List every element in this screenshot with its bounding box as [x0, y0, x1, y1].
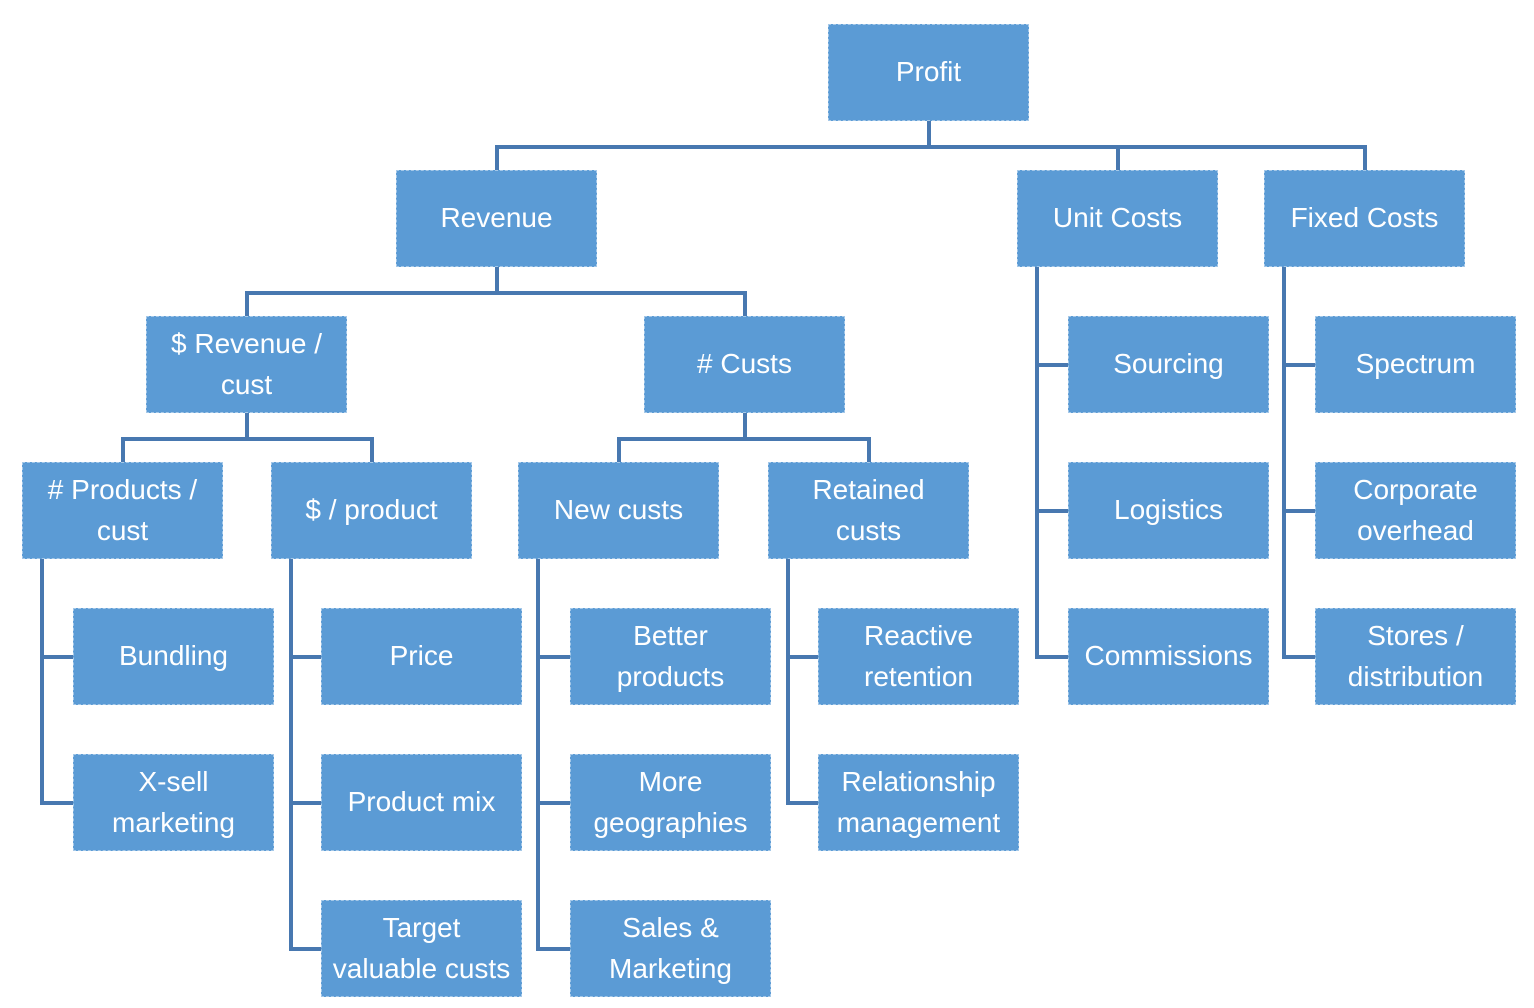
connector-line [40, 654, 73, 659]
connector-line [120, 437, 125, 462]
node-price: Price [321, 608, 522, 705]
node-label: Retained custs [812, 473, 925, 546]
node-label: More geographies [593, 765, 748, 838]
node-label: Relationship management [836, 765, 1001, 838]
connector-line [1035, 362, 1068, 367]
connector-line [1282, 362, 1315, 367]
node-label: Profit [895, 56, 962, 88]
connector-line [120, 437, 374, 441]
connector-line [786, 800, 818, 805]
node-target-valuable-custs: Target valuable custs [321, 900, 522, 997]
connector-line [926, 121, 931, 149]
node-label: # Products / cust [47, 473, 198, 546]
connector-line [536, 559, 540, 951]
connector-line [1282, 654, 1315, 659]
connector-line [244, 413, 249, 441]
connector-line [1035, 508, 1068, 513]
connector-line [244, 291, 747, 295]
connector-line [1035, 267, 1039, 659]
node-label: New custs [553, 494, 684, 526]
node-label: Price [389, 640, 454, 672]
node-revenue: Revenue [396, 170, 597, 267]
node-bundling: Bundling [73, 608, 274, 705]
connector-line [494, 145, 499, 170]
connector-line [40, 800, 73, 805]
node-more-geographies: More geographies [570, 754, 771, 851]
connector-line [536, 654, 570, 659]
connector-line [616, 437, 871, 441]
connector-line [1282, 508, 1315, 513]
node-logistics: Logistics [1068, 462, 1269, 559]
connector-line [742, 413, 747, 441]
node-dollar-per-product: $ / product [271, 462, 472, 559]
node-new-custs: New custs [518, 462, 719, 559]
node-commissions: Commissions [1068, 608, 1269, 705]
connector-line [1035, 654, 1068, 659]
connector-line [616, 437, 621, 462]
connector-line [494, 145, 1367, 149]
node-label: Corporate overhead [1353, 473, 1478, 546]
connector-line [866, 437, 871, 462]
connector-line [369, 437, 374, 462]
node-reactive-retention: Reactive retention [818, 608, 1019, 705]
connector-line [1282, 267, 1286, 659]
node-products-per-cust: # Products / cust [22, 462, 223, 559]
node-unit-costs: Unit Costs [1017, 170, 1218, 267]
node-x-sell-marketing: X-sell marketing [73, 754, 274, 851]
node-label: Revenue [440, 202, 553, 234]
connector-line [494, 267, 499, 295]
node-better-products: Better products [570, 608, 771, 705]
connector-line [786, 654, 818, 659]
node-label: Target valuable custs [332, 911, 511, 984]
connector-line [786, 559, 790, 805]
node-label: Logistics [1114, 494, 1223, 526]
node-label: Bundling [119, 640, 228, 672]
node-spectrum: Spectrum [1315, 316, 1516, 413]
node-product-mix: Product mix [321, 754, 522, 851]
connector-line [742, 291, 747, 316]
node-label: Sales & Marketing [609, 911, 732, 984]
connector-line [536, 800, 570, 805]
connector-line [1362, 145, 1367, 170]
connector-line [244, 291, 249, 316]
node-label: Unit Costs [1052, 202, 1183, 234]
connector-line [40, 559, 44, 805]
node-label: $ Revenue / cust [171, 327, 322, 400]
node-label: Fixed Costs [1290, 202, 1439, 234]
node-label: X-sell marketing [112, 765, 235, 838]
connector-line [536, 946, 570, 951]
connector-line [289, 800, 321, 805]
node-label: $ / product [305, 494, 438, 526]
node-label: Sourcing [1113, 348, 1224, 380]
node-label: Better products [616, 619, 725, 692]
node-label: Stores / distribution [1347, 619, 1484, 692]
node-label: Spectrum [1355, 348, 1476, 380]
node-fixed-costs: Fixed Costs [1264, 170, 1465, 267]
node-profit: Profit [828, 24, 1029, 121]
node-label: Commissions [1084, 640, 1253, 672]
connector-line [289, 654, 321, 659]
node-retained-custs: Retained custs [768, 462, 969, 559]
node-sourcing: Sourcing [1068, 316, 1269, 413]
node-label: # Custs [697, 348, 792, 380]
connector-line [289, 559, 293, 951]
node-label: Reactive retention [864, 619, 973, 692]
node-stores-distribution: Stores / distribution [1315, 608, 1516, 705]
node-num-custs: # Custs [644, 316, 845, 413]
node-corporate-overhead: Corporate overhead [1315, 462, 1516, 559]
node-sales-marketing: Sales & Marketing [570, 900, 771, 997]
connector-line [1115, 145, 1120, 170]
node-relationship-management: Relationship management [818, 754, 1019, 851]
node-label: Product mix [347, 786, 496, 818]
node-rev-per-cust: $ Revenue / cust [146, 316, 347, 413]
connector-line [289, 946, 321, 951]
